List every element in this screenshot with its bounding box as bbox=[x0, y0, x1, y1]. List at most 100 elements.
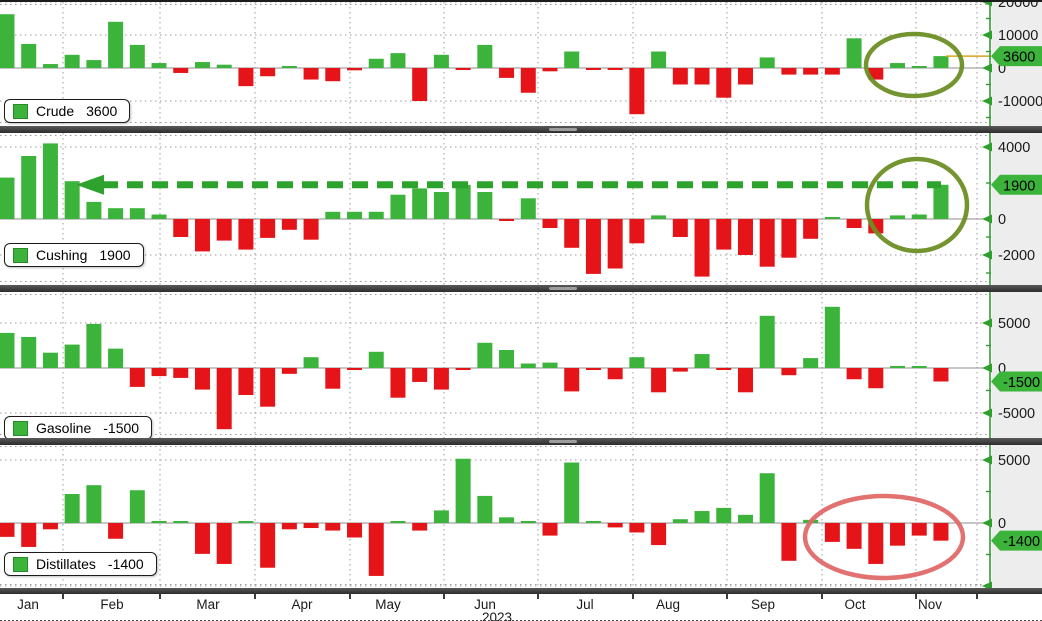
panel-divider[interactable] bbox=[0, 438, 1042, 445]
distillates-bar bbox=[607, 523, 623, 528]
gasoline-bar bbox=[455, 368, 471, 370]
distillates-bar bbox=[564, 462, 580, 523]
divider-grip-handle[interactable] bbox=[549, 440, 577, 443]
crude-bar bbox=[86, 60, 102, 68]
legend-swatch-icon bbox=[13, 103, 28, 119]
divider-grip-handle[interactable] bbox=[549, 128, 577, 131]
distillates-bar bbox=[737, 514, 753, 523]
cushing-bar bbox=[194, 219, 210, 252]
gasoline-bar bbox=[325, 368, 341, 389]
x-axis-month-label: Apr bbox=[291, 597, 313, 612]
crude-bar bbox=[281, 66, 297, 68]
crude-bar bbox=[564, 51, 580, 68]
gasoline-bar bbox=[64, 344, 80, 368]
panel-divider[interactable] bbox=[0, 285, 1042, 292]
crude-plot: 20000 10000 0 -10000 3600 bbox=[0, 2, 1042, 126]
crude-bar bbox=[542, 68, 558, 72]
legend-distillates: Distillates -1400 bbox=[4, 552, 157, 576]
distillates-bar bbox=[238, 521, 254, 523]
crude-bar bbox=[911, 66, 927, 68]
gasoline-bar bbox=[390, 368, 406, 398]
gasoline-bar bbox=[173, 368, 189, 378]
crude-bar bbox=[607, 68, 623, 70]
distillates-bar bbox=[477, 495, 493, 523]
gasoline-bar bbox=[499, 350, 515, 368]
cushing-bar bbox=[151, 214, 167, 219]
cushing-bar bbox=[911, 214, 927, 219]
y-tick-label: 20000 bbox=[998, 2, 1038, 11]
gasoline-bar bbox=[194, 368, 210, 390]
gasoline-bar bbox=[542, 362, 558, 368]
crude-bar bbox=[933, 56, 949, 68]
green-highlight-ellipse bbox=[863, 31, 965, 99]
gasoline-bar bbox=[433, 368, 449, 390]
legend-value: 1900 bbox=[99, 247, 131, 263]
legend-cushing: Cushing 1900 bbox=[4, 243, 144, 267]
y-tick-label: 5000 bbox=[998, 453, 1030, 469]
distillates-bar bbox=[194, 523, 210, 554]
legend-value: -1400 bbox=[107, 556, 144, 572]
x-axis-tick bbox=[821, 594, 823, 599]
gasoline-bar bbox=[281, 368, 297, 374]
legend-swatch-icon bbox=[13, 556, 28, 572]
crude-bar bbox=[151, 63, 167, 68]
tick-arrow-icon bbox=[982, 363, 992, 373]
tick-arrow-icon bbox=[982, 518, 992, 528]
x-axis-month-label: Jul bbox=[576, 597, 594, 612]
crude-bar bbox=[781, 68, 797, 75]
crude-bar bbox=[585, 68, 601, 70]
x-axis-month-label: Nov bbox=[917, 597, 943, 612]
cushing-bar bbox=[499, 219, 515, 221]
gasoline-bar bbox=[412, 368, 428, 382]
x-axis-tick bbox=[349, 594, 351, 599]
tick-arrow-icon bbox=[982, 142, 992, 152]
distillates-bar bbox=[325, 523, 341, 531]
gasoline-bar bbox=[86, 323, 102, 368]
cushing-bar bbox=[21, 156, 37, 219]
cushing-bar bbox=[86, 201, 102, 219]
cushing-bar bbox=[64, 181, 80, 219]
cushing-bar bbox=[564, 219, 580, 248]
distillates-bar bbox=[173, 521, 189, 523]
tick-arrow-icon bbox=[982, 30, 992, 40]
crude-bar bbox=[42, 64, 58, 68]
gasoline-bar bbox=[520, 363, 536, 368]
tick-arrow-icon bbox=[982, 63, 992, 73]
crude-bar bbox=[520, 68, 536, 93]
distillates-bar bbox=[933, 523, 949, 541]
cushing-bar bbox=[325, 211, 341, 219]
gasoline-bar bbox=[629, 357, 645, 368]
cushing-bar bbox=[477, 192, 493, 219]
legend-value: -1500 bbox=[103, 420, 140, 436]
tick-arrow-icon bbox=[982, 318, 992, 328]
crude-bar bbox=[325, 68, 341, 82]
panel-cushing: Cushing 1900 4000 0 -2000 1900 bbox=[0, 133, 1042, 285]
cushing-bar bbox=[672, 219, 688, 237]
last-value-badge bbox=[991, 530, 1042, 551]
crude-bar bbox=[390, 53, 406, 68]
distillates-bar bbox=[303, 523, 319, 529]
cushing-bar bbox=[42, 143, 58, 219]
distillates-bar bbox=[0, 523, 15, 537]
tick-arrow-icon bbox=[982, 455, 992, 465]
cushing-bar bbox=[173, 219, 189, 237]
distillates-bar bbox=[868, 523, 884, 564]
panel-divider[interactable] bbox=[0, 126, 1042, 133]
crude-bar bbox=[759, 57, 775, 68]
crude-bar bbox=[21, 43, 37, 68]
gasoline-bar bbox=[151, 368, 167, 377]
cushing-bar bbox=[890, 215, 906, 219]
gasoline-bar bbox=[238, 368, 254, 395]
crude-bar bbox=[194, 62, 210, 68]
cushing-bar bbox=[412, 188, 428, 219]
crude-bar bbox=[368, 58, 384, 68]
distillates-bar bbox=[694, 511, 710, 523]
last-value-badge-text: -1400 bbox=[1003, 534, 1040, 550]
divider-grip-handle[interactable] bbox=[549, 287, 577, 290]
gasoline-bar bbox=[303, 357, 319, 368]
crude-bar bbox=[216, 64, 232, 68]
y-tick-label: -10000 bbox=[998, 94, 1042, 110]
crude-bar bbox=[672, 68, 688, 85]
crude-bar bbox=[260, 68, 276, 77]
last-value-badge-text: 1900 bbox=[1003, 178, 1035, 194]
